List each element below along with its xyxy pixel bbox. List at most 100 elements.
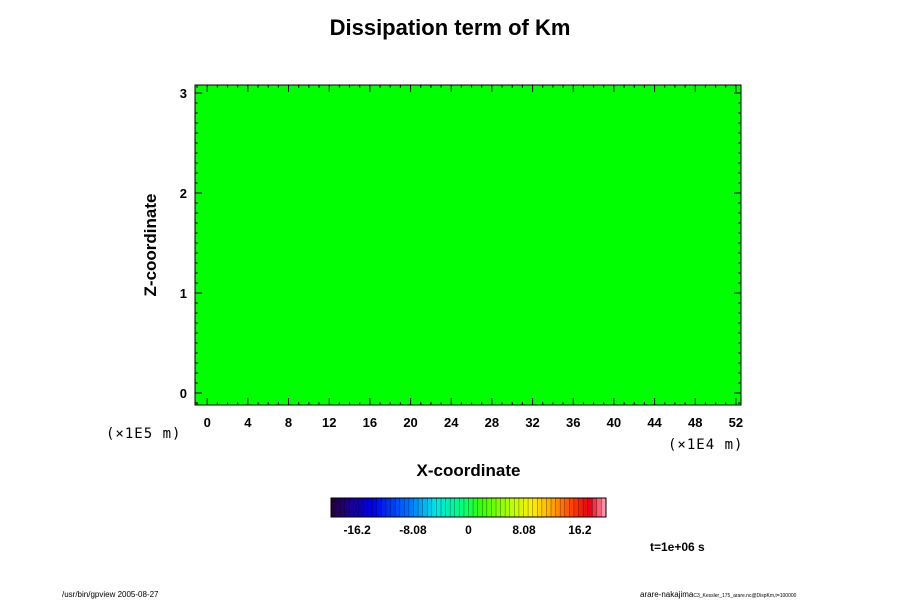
colorbar-cell	[592, 498, 598, 517]
footer-left: /usr/bin/gpview 2005-08-27	[62, 590, 159, 599]
colorbar-cell	[509, 498, 515, 517]
colorbar-cell	[363, 498, 368, 517]
y-tick-labels: 0 1 2 3	[180, 86, 187, 401]
colorbar-cell	[376, 498, 382, 517]
colorbar-cell	[331, 498, 336, 517]
heatmap-field	[195, 85, 741, 405]
footer-right-main: arare-nakajima	[640, 590, 694, 599]
colorbar-cell	[551, 498, 556, 517]
colorbar-cell	[422, 498, 428, 517]
colorbar-cell	[496, 498, 501, 517]
colorbar-tick-label: -8.08	[399, 523, 427, 537]
colorbar-cell	[523, 498, 529, 517]
colorbar-cell	[555, 498, 561, 517]
colorbar-cell	[482, 498, 488, 517]
colorbar-tick-label: 8.08	[512, 523, 536, 537]
x-tick-label: 40	[607, 415, 621, 430]
colorbar-cell	[358, 498, 364, 517]
colorbar-cell	[344, 498, 350, 517]
x-tick-label: 8	[285, 415, 292, 430]
colorbar-cell	[413, 498, 419, 517]
colorbar-cell	[441, 498, 446, 517]
y-tick-label: 1	[180, 286, 187, 301]
colorbar-cell	[468, 498, 474, 517]
colorbar-cell	[505, 498, 511, 517]
colorbar-cell	[445, 498, 451, 517]
colorbar-cell	[436, 498, 442, 517]
x-tick-label: 20	[403, 415, 417, 430]
colorbar-cell	[518, 498, 524, 517]
colorbar-cell	[463, 498, 469, 517]
colorbar-cell	[404, 498, 410, 517]
x-tick-label: 48	[688, 415, 702, 430]
colorbar-tick-label: 0	[465, 523, 472, 537]
x-tick-label: 16	[363, 415, 377, 430]
x-axis-scale-label: (×1E4 m)	[668, 437, 744, 453]
colorbar-cell	[601, 498, 607, 517]
colorbar-cell	[408, 498, 414, 517]
y-axis-scale-label: (×1E5 m)	[106, 426, 182, 442]
colorbar-cell	[367, 498, 373, 517]
x-tick-label: 4	[244, 415, 252, 430]
colorbar-cell	[514, 498, 520, 517]
colorbar-cell	[459, 498, 465, 517]
colorbar-cell	[427, 498, 433, 517]
colorbar-cell	[587, 498, 593, 517]
colorbar-cell	[381, 498, 387, 517]
colorbar-tick-labels: -16.2 -8.08 0 8.08 16.2	[343, 523, 591, 537]
plot-frame	[194, 84, 742, 406]
colorbar-cell	[532, 498, 538, 517]
colorbar-cell	[569, 498, 575, 517]
colorbar-cell	[335, 498, 341, 517]
chart-title: Dissipation term of Km	[329, 15, 571, 40]
footer-right: arare-nakajimaC3_Kessler_175_arare.nc@Di…	[640, 590, 796, 599]
colorbar-cell	[578, 498, 584, 517]
x-tick-labels: 0 4 8 12 16 20 24 28 32 36 40 44 48 52	[204, 415, 744, 430]
colorbar-cell	[583, 498, 588, 517]
colorbar-cell	[560, 498, 566, 517]
colorbar-cell	[573, 498, 579, 517]
x-tick-label: 44	[647, 415, 662, 430]
colorbar-cell	[353, 498, 359, 517]
x-tick-label: 12	[322, 415, 336, 430]
x-tick-label: 28	[485, 415, 499, 430]
colorbar-cell	[395, 498, 401, 517]
colorbar-tick-label: -16.2	[343, 523, 371, 537]
colorbar-cell	[454, 498, 460, 517]
y-tick-label: 2	[180, 186, 187, 201]
x-tick-label: 52	[729, 415, 743, 430]
x-tick-label: 0	[204, 415, 211, 430]
colorbar-cell	[473, 498, 478, 517]
colorbar-cell	[537, 498, 543, 517]
colorbar-cell	[596, 498, 602, 517]
colorbar-cell	[528, 498, 533, 517]
colorbar-cell	[546, 498, 552, 517]
colorbar-cell	[450, 498, 456, 517]
colorbar-cell	[349, 498, 355, 517]
colorbar-cell	[477, 498, 483, 517]
colorbar-cell	[390, 498, 396, 517]
colorbar-tick-label: 16.2	[568, 523, 592, 537]
x-tick-label: 24	[444, 415, 459, 430]
colorbar-cell	[418, 498, 423, 517]
y-tick-label: 0	[180, 386, 187, 401]
time-label: t=1e+06 s	[650, 540, 705, 554]
y-tick-label: 3	[180, 86, 187, 101]
colorbar-cell	[564, 498, 570, 517]
colorbar	[330, 497, 607, 518]
colorbar-cell	[500, 498, 506, 517]
x-tick-label: 36	[566, 415, 580, 430]
colorbar-cell	[431, 498, 437, 517]
x-tick-label: 32	[525, 415, 539, 430]
colorbar-cell	[340, 498, 346, 517]
colorbar-cell	[491, 498, 497, 517]
colorbar-cell	[386, 498, 391, 517]
footer-right-small: C3_Kessler_175_arare.nc@DispKm,t=100000	[693, 593, 797, 599]
x-axis-label: X-coordinate	[416, 461, 521, 480]
colorbar-cell	[541, 498, 547, 517]
colorbar-frame	[330, 497, 607, 518]
colorbar-cell	[399, 498, 405, 517]
colorbar-cell	[372, 498, 378, 517]
colorbar-cell	[486, 498, 492, 517]
